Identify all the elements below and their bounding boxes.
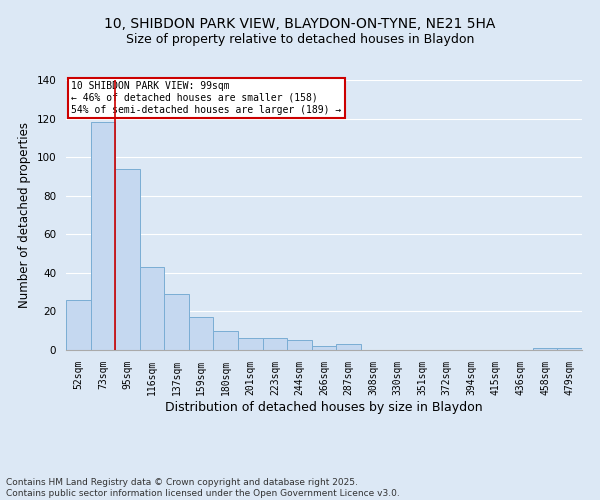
Bar [238,338,263,350]
Bar [287,340,312,350]
Bar [557,348,582,350]
Text: 10 SHIBDON PARK VIEW: 99sqm
← 46% of detached houses are smaller (158)
54% of se: 10 SHIBDON PARK VIEW: 99sqm ← 46% of det… [71,82,341,114]
Bar [140,267,164,350]
Y-axis label: Number of detached properties: Number of detached properties [18,122,31,308]
Bar [214,330,238,350]
Bar [91,122,115,350]
X-axis label: Distribution of detached houses by size in Blaydon: Distribution of detached houses by size … [165,400,483,413]
Bar [336,344,361,350]
Bar [263,338,287,350]
Bar [115,168,140,350]
Text: Contains HM Land Registry data © Crown copyright and database right 2025.
Contai: Contains HM Land Registry data © Crown c… [6,478,400,498]
Text: Size of property relative to detached houses in Blaydon: Size of property relative to detached ho… [126,32,474,46]
Bar [189,317,214,350]
Bar [164,294,189,350]
Bar [312,346,336,350]
Bar [533,348,557,350]
Bar [66,300,91,350]
Text: 10, SHIBDON PARK VIEW, BLAYDON-ON-TYNE, NE21 5HA: 10, SHIBDON PARK VIEW, BLAYDON-ON-TYNE, … [104,18,496,32]
